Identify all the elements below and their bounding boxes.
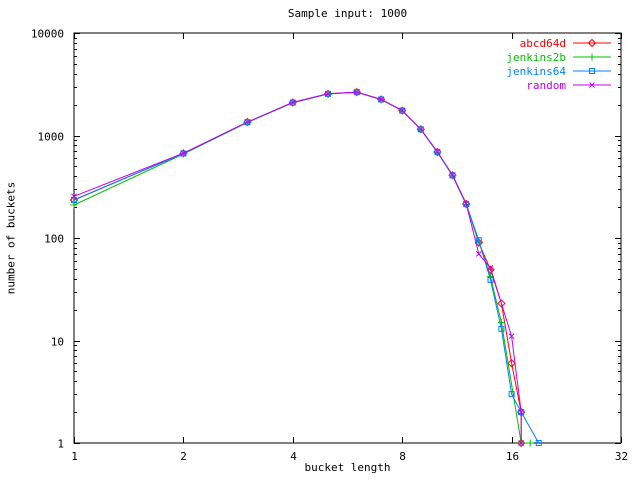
square-marker <box>475 237 482 244</box>
x-marker <box>518 409 525 415</box>
series-markers-abcd64d <box>69 87 526 448</box>
y-tick-label: 10 <box>51 336 64 349</box>
legend-label: abcd64d <box>520 37 566 50</box>
square-marker <box>589 68 595 74</box>
legend-item-jenkins2b: jenkins2b <box>506 51 611 64</box>
y-axis-label: number of buckets <box>4 181 18 295</box>
x-marker <box>289 99 296 106</box>
square-marker <box>289 99 296 106</box>
square-marker <box>463 201 470 208</box>
x-marker <box>487 265 494 271</box>
x-tick-label: 2 <box>180 450 187 463</box>
chart-title: Sample input: 1000 <box>287 7 408 20</box>
legend-label: jenkins2b <box>506 51 566 64</box>
y-tick-label: 10000 <box>31 28 64 41</box>
square-marker <box>417 126 424 133</box>
y-axis-ticks: 1 10 100 1000 10000 <box>31 28 621 451</box>
plus-marker <box>497 318 505 326</box>
square-marker <box>449 172 456 179</box>
x-tick-label: 4 <box>290 450 297 463</box>
x-tick-label: 8 <box>399 450 406 463</box>
x-marker <box>399 107 406 114</box>
x-tick-label: 32 <box>615 450 628 463</box>
series-markers-jenkins2b <box>70 88 534 447</box>
series-line-jenkins64 <box>73 91 540 444</box>
x-axis-ticks: 1 2 4 8 16 32 <box>71 33 628 463</box>
diamond-marker <box>497 299 506 308</box>
x-marker <box>417 126 424 133</box>
x-marker <box>325 90 331 97</box>
series-abcd64d <box>69 87 526 448</box>
legend-item-abcd64d: abcd64d <box>520 37 611 50</box>
x-marker <box>378 96 384 103</box>
x-marker <box>475 251 482 257</box>
series-jenkins64 <box>71 89 542 446</box>
diamond-marker <box>507 359 516 368</box>
y-tick-label: 100 <box>44 233 64 246</box>
series-line-abcd64d <box>73 91 522 443</box>
x-marker <box>508 333 515 340</box>
legend-item-jenkins64: jenkins64 <box>506 65 611 78</box>
y-axis-minor-ticks <box>74 38 621 413</box>
square-marker <box>498 325 505 332</box>
x-marker <box>518 440 525 446</box>
series-line-jenkins2b <box>73 91 531 444</box>
square-marker <box>508 391 515 398</box>
x-marker <box>463 200 470 207</box>
x-marker <box>589 82 595 88</box>
legend-label: jenkins64 <box>506 65 566 78</box>
square-marker <box>434 149 441 156</box>
legend-label: random <box>526 79 566 92</box>
series-markers-random <box>71 89 525 446</box>
plot-frame <box>73 32 622 444</box>
x-marker <box>244 119 251 125</box>
x-axis-label: bucket length <box>304 461 391 474</box>
x-marker <box>449 172 456 178</box>
plus-marker <box>588 53 596 61</box>
square-marker <box>244 119 251 126</box>
square-marker <box>487 276 494 283</box>
y-tick-label: 1000 <box>38 131 65 144</box>
x-marker <box>180 150 187 157</box>
series-random <box>71 89 525 446</box>
square-marker <box>399 107 406 114</box>
square-marker <box>180 150 187 157</box>
plus-marker <box>526 439 534 447</box>
x-marker <box>71 193 77 200</box>
y-tick-label: 1 <box>57 438 64 451</box>
square-marker <box>378 96 385 103</box>
legend-item-random: random <box>526 79 611 92</box>
x-marker <box>434 149 441 155</box>
series-line-random <box>73 91 522 443</box>
x-tick-label: 16 <box>506 450 519 463</box>
diamond-marker <box>587 38 597 48</box>
x-marker <box>353 89 360 95</box>
square-marker <box>535 440 542 446</box>
square-marker <box>71 196 77 203</box>
x-tick-label: 1 <box>71 450 78 463</box>
series-markers-jenkins64 <box>71 89 542 446</box>
series-jenkins2b <box>70 88 534 447</box>
